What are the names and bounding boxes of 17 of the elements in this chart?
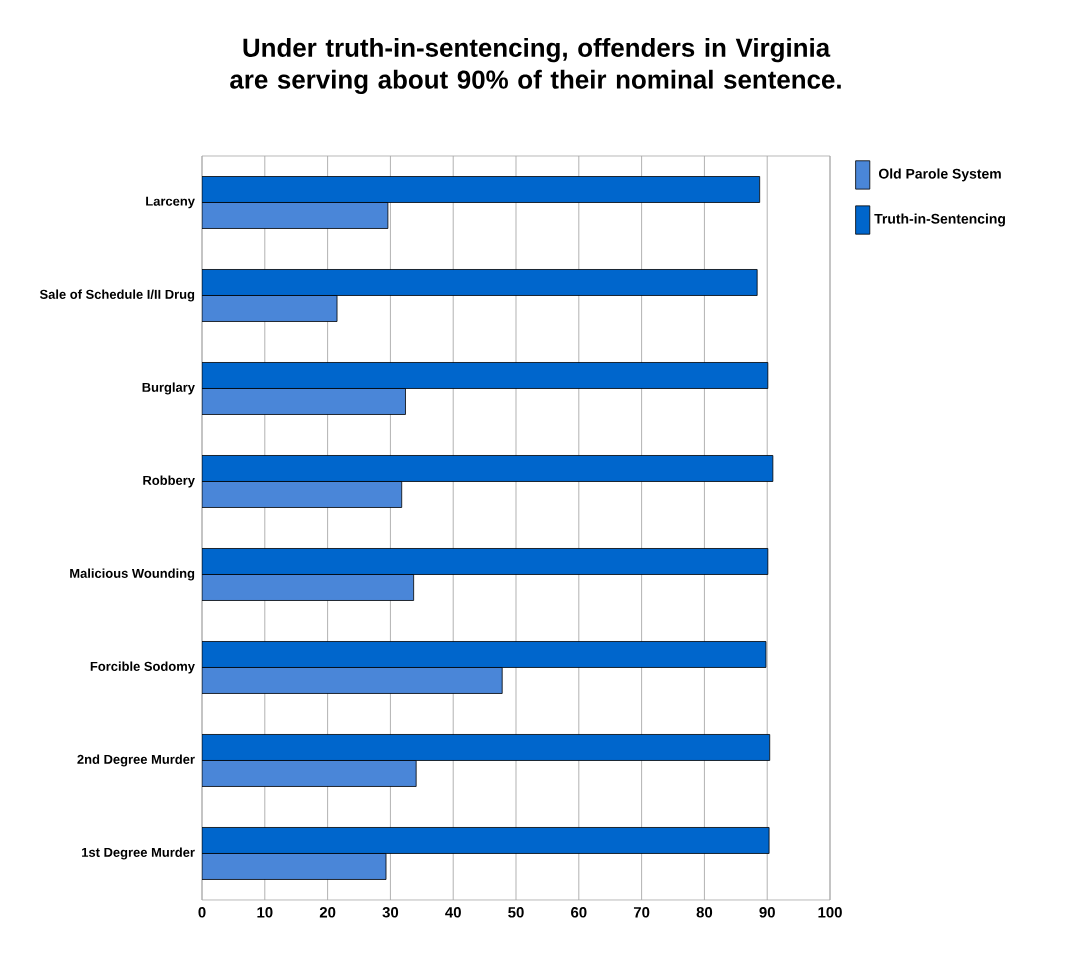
bar: [202, 734, 771, 761]
bar: [202, 667, 503, 694]
chart-title: Under truth-in-sentencing, offenders in Virginia are serving about 90% of their nominal sentence.: [230, 37, 841, 95]
bar: [202, 548, 769, 575]
bar: [202, 388, 406, 415]
bar: [202, 202, 389, 229]
bar: [202, 481, 403, 508]
bar: [202, 574, 415, 601]
bar: [202, 295, 338, 322]
bar: [202, 176, 761, 203]
bar: [202, 269, 758, 296]
bar: [202, 455, 774, 482]
bar: [202, 760, 417, 787]
bar: [202, 827, 770, 854]
bar: [202, 853, 387, 880]
bar: [202, 641, 767, 668]
bar: [202, 362, 769, 389]
